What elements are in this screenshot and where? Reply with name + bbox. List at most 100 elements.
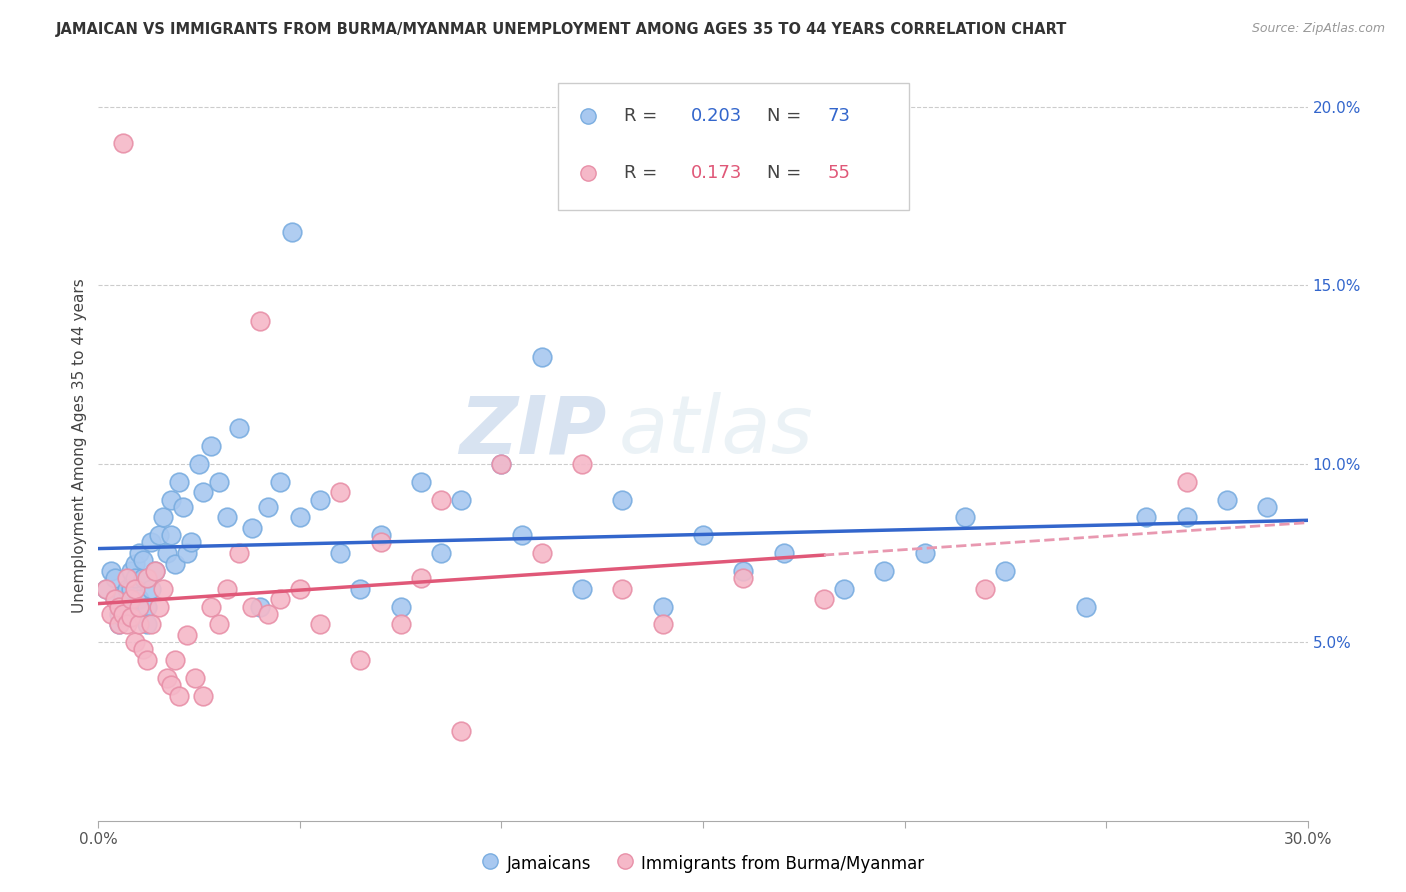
Point — [491, 457, 513, 471]
Point — [612, 582, 634, 596]
Point — [953, 510, 976, 524]
Point — [139, 535, 162, 549]
Text: JAMAICAN VS IMMIGRANTS FROM BURMA/MYANMAR UNEMPLOYMENT AMONG AGES 35 TO 44 YEARS: JAMAICAN VS IMMIGRANTS FROM BURMA/MYANMA… — [56, 22, 1067, 37]
Point — [107, 599, 129, 614]
Text: 73: 73 — [828, 107, 851, 125]
Point — [111, 136, 134, 150]
Point — [152, 582, 174, 596]
Point — [128, 617, 150, 632]
Point — [120, 610, 142, 624]
Point — [389, 617, 412, 632]
Point — [135, 599, 157, 614]
Point — [143, 564, 166, 578]
Point — [135, 571, 157, 585]
Point — [160, 678, 183, 692]
Point — [103, 592, 125, 607]
Point — [180, 535, 202, 549]
Point — [193, 689, 215, 703]
Point — [128, 599, 150, 614]
Point — [430, 546, 453, 560]
Text: 0.173: 0.173 — [690, 163, 742, 181]
Point — [733, 564, 755, 578]
Point — [115, 582, 138, 596]
Point — [530, 350, 553, 364]
Text: R =: R = — [624, 163, 664, 181]
Point — [914, 546, 936, 560]
Point — [873, 564, 896, 578]
Point — [176, 628, 198, 642]
Point — [571, 582, 593, 596]
Point — [256, 500, 278, 514]
Point — [96, 582, 118, 596]
Point — [288, 582, 311, 596]
Text: Source: ZipAtlas.com: Source: ZipAtlas.com — [1251, 22, 1385, 36]
Point — [510, 528, 533, 542]
Point — [994, 564, 1017, 578]
Point — [184, 671, 207, 685]
Point — [240, 521, 263, 535]
Point — [188, 457, 211, 471]
Point — [430, 492, 453, 507]
Text: 0.203: 0.203 — [690, 107, 742, 125]
Point — [107, 617, 129, 632]
Point — [139, 617, 162, 632]
Point — [491, 457, 513, 471]
Point — [124, 571, 146, 585]
Point — [1256, 500, 1278, 514]
Point — [100, 564, 122, 578]
Point — [152, 510, 174, 524]
Point — [115, 571, 138, 585]
Point — [100, 607, 122, 621]
Point — [167, 689, 190, 703]
Point — [128, 592, 150, 607]
Point — [124, 557, 146, 571]
Point — [772, 546, 794, 560]
Point — [132, 553, 155, 567]
Point — [103, 571, 125, 585]
Point — [974, 582, 997, 596]
Point — [269, 592, 291, 607]
Point — [111, 589, 134, 603]
Point — [370, 535, 392, 549]
Point — [329, 485, 352, 500]
Point — [160, 528, 183, 542]
Point — [176, 546, 198, 560]
Point — [228, 546, 250, 560]
Point — [450, 492, 472, 507]
Point — [249, 314, 271, 328]
Point — [651, 617, 673, 632]
Point — [288, 510, 311, 524]
FancyBboxPatch shape — [558, 83, 908, 210]
Point — [309, 617, 332, 632]
Point — [1074, 599, 1097, 614]
Point — [571, 457, 593, 471]
Point — [349, 582, 371, 596]
Point — [120, 564, 142, 578]
Point — [1216, 492, 1239, 507]
Point — [143, 564, 166, 578]
Point — [132, 642, 155, 657]
Point — [167, 475, 190, 489]
Text: atlas: atlas — [619, 392, 813, 470]
Point — [692, 528, 714, 542]
Point — [228, 421, 250, 435]
Point — [813, 592, 835, 607]
Point — [107, 617, 129, 632]
Point — [111, 610, 134, 624]
Point — [115, 599, 138, 614]
Point — [1135, 510, 1157, 524]
Point — [148, 528, 170, 542]
Point — [200, 599, 222, 614]
Point — [139, 582, 162, 596]
Point — [269, 475, 291, 489]
Y-axis label: Unemployment Among Ages 35 to 44 years: Unemployment Among Ages 35 to 44 years — [72, 278, 87, 614]
Point — [124, 582, 146, 596]
Point — [120, 582, 142, 596]
Point — [132, 571, 155, 585]
Point — [135, 653, 157, 667]
Point — [309, 492, 332, 507]
Point — [193, 485, 215, 500]
Point — [256, 607, 278, 621]
Point — [349, 653, 371, 667]
Text: R =: R = — [624, 107, 664, 125]
